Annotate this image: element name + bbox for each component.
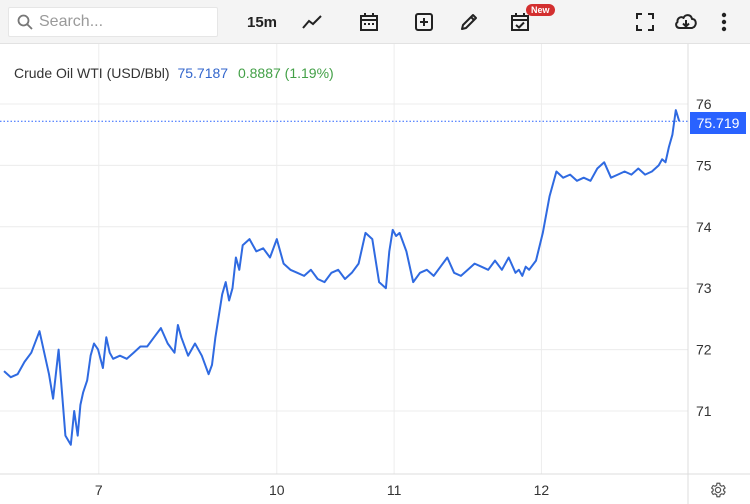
- x-tick-label: 10: [269, 482, 285, 498]
- y-tick-label: 72: [696, 342, 712, 358]
- chart-toolbar: 15m N: [0, 0, 750, 44]
- calendar-check-icon[interactable]: [507, 8, 533, 36]
- y-tick-label: 76: [696, 96, 712, 112]
- last-price-tag: 75.719: [690, 112, 746, 134]
- interval-selector[interactable]: 15m: [246, 13, 278, 31]
- search-icon: [17, 14, 33, 30]
- y-tick-label: 73: [696, 280, 712, 296]
- search-box[interactable]: [8, 7, 218, 37]
- add-indicator-icon[interactable]: [411, 8, 437, 36]
- y-tick-label: 74: [696, 219, 712, 235]
- x-tick-label: 12: [534, 482, 550, 498]
- axis-ticks: 71 72 73 74 75 76 7 10 11 12: [95, 96, 712, 498]
- price-chart[interactable]: 71 72 73 74 75 76 7 10 11 12: [0, 44, 750, 504]
- x-tick-label: 11: [387, 482, 402, 498]
- calendar-icon[interactable]: [356, 8, 382, 36]
- chart-grid: [0, 44, 750, 504]
- instrument-name: Crude Oil WTI (USD/Bbl): [14, 65, 170, 81]
- settings-gear-icon[interactable]: [709, 481, 727, 499]
- legend-change: 0.8887 (1.19%): [237, 65, 334, 81]
- search-input[interactable]: [39, 11, 209, 33]
- new-badge: New: [526, 4, 555, 16]
- y-tick-label: 71: [696, 403, 712, 419]
- fullscreen-icon[interactable]: [632, 8, 658, 36]
- series-line-wti: [3, 109, 681, 446]
- cloud-download-icon[interactable]: [672, 8, 700, 36]
- line-chart-icon[interactable]: [300, 8, 326, 36]
- x-tick-label: 7: [95, 482, 103, 498]
- draw-pencil-icon[interactable]: [456, 8, 482, 36]
- legend-price: 75.7187: [177, 65, 229, 81]
- chart-legend: Crude Oil WTI (USD/Bbl) 75.7187 0.8887 (…: [14, 65, 334, 81]
- more-vertical-icon[interactable]: [712, 8, 736, 36]
- y-tick-label: 75: [696, 157, 712, 173]
